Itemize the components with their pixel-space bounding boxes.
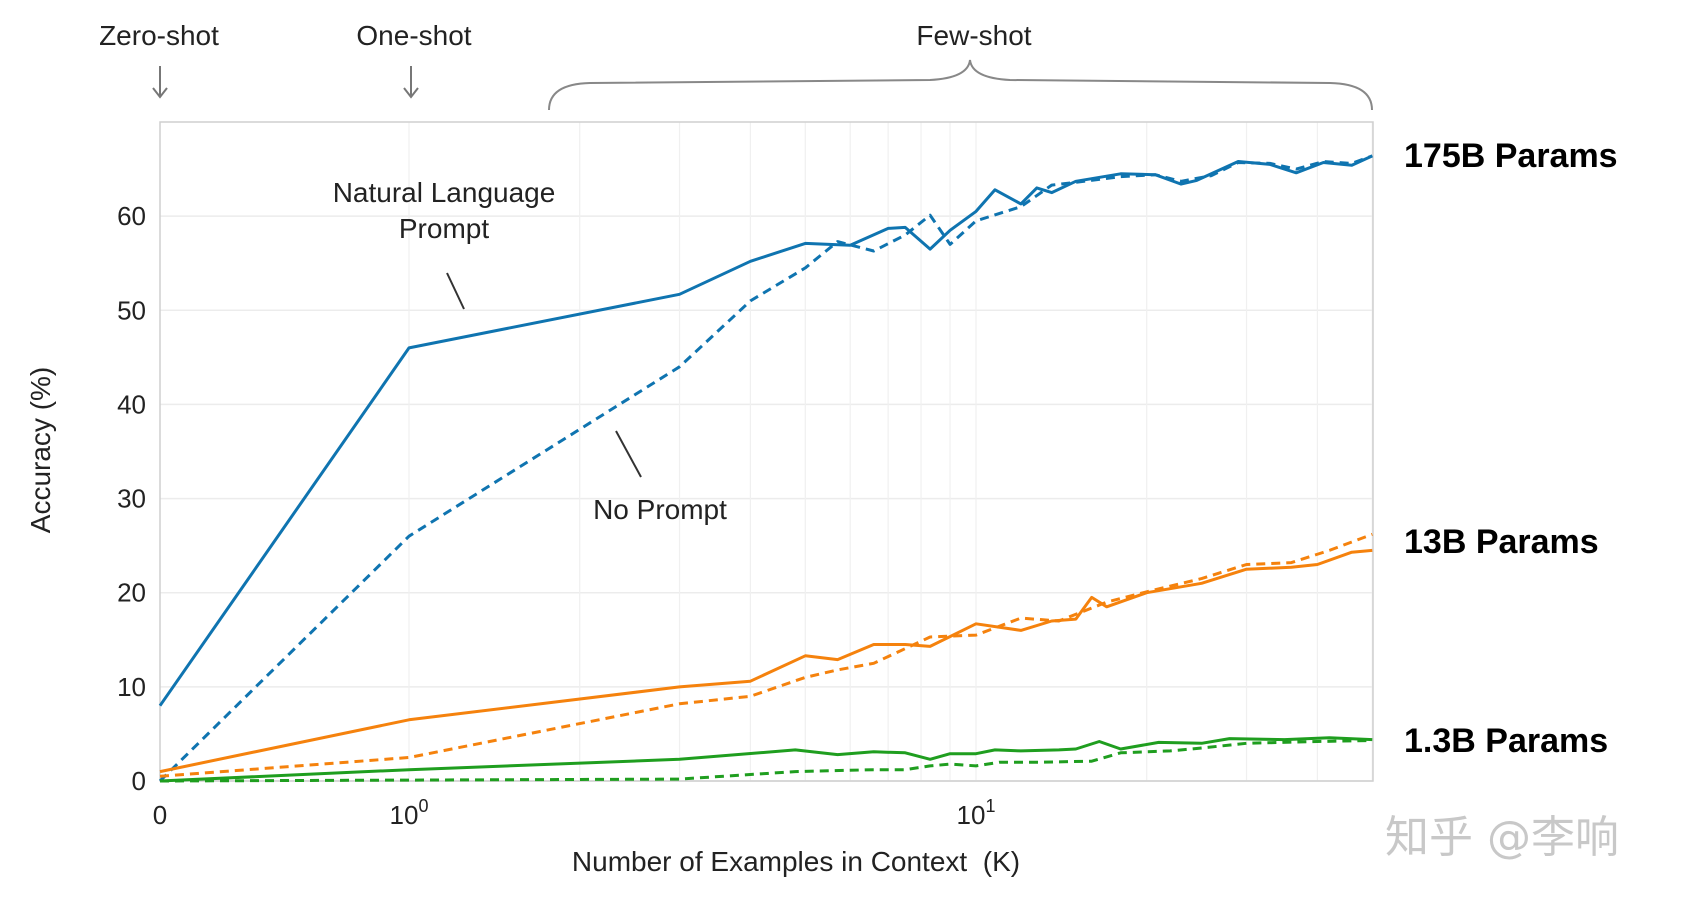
- y-tick-label: 10: [117, 672, 146, 702]
- grid: [160, 122, 1373, 782]
- one-shot-arrow-icon: [403, 66, 419, 99]
- series-line-175b-natural-language-prompt: [158, 154, 1373, 707]
- one-shot-label: One-shot: [356, 20, 471, 51]
- label-1-3b-params: 1.3B Params: [1404, 722, 1608, 760]
- x-tick-label: 101: [957, 796, 996, 830]
- y-tick-labels: 0 10 20 30 40 50 60: [117, 201, 146, 796]
- series-line-1-3b-no-prompt: [159, 739, 1373, 783]
- y-tick-label: 0: [132, 766, 146, 796]
- y-tick-label: 20: [117, 578, 146, 608]
- no-prompt-pointer: [615, 430, 642, 478]
- series-line-175b-no-prompt: [158, 154, 1373, 783]
- x-axis-label: Number of Examples in Context (K): [572, 846, 1020, 877]
- x-tick-label: 0: [153, 800, 167, 830]
- series-line-13b-no-prompt: [159, 532, 1373, 778]
- zero-shot-label: Zero-shot: [99, 20, 219, 51]
- no-prompt-annotation: No Prompt: [593, 494, 727, 525]
- series-line-1-3b-natural-language-prompt: [159, 736, 1373, 783]
- natural-language-pointer: [446, 272, 465, 310]
- x-tick-label: 100: [390, 796, 429, 830]
- x-tick-labels: 0 100 101: [153, 796, 996, 830]
- zero-shot-arrow-icon: [152, 66, 168, 99]
- y-tick-label: 40: [117, 389, 146, 419]
- label-175b-params: 175B Params: [1404, 137, 1618, 175]
- y-axis-label: Accuracy (%): [25, 367, 56, 533]
- natural-language-prompt-annotation-line2: Prompt: [399, 213, 489, 244]
- watermark: 知乎 @李响: [1385, 812, 1619, 863]
- natural-language-prompt-annotation: Natural Language: [333, 177, 556, 208]
- series-lines: [158, 154, 1373, 783]
- plot-frame: [159, 121, 1374, 782]
- few-shot-brace: [548, 59, 1373, 111]
- label-13b-params: 13B Params: [1404, 523, 1599, 561]
- y-tick-label: 50: [117, 295, 146, 325]
- y-tick-label: 60: [117, 201, 146, 231]
- few-shot-label: Few-shot: [916, 20, 1031, 51]
- y-tick-label: 30: [117, 484, 146, 514]
- series-line-13b-natural-language-prompt: [159, 548, 1373, 774]
